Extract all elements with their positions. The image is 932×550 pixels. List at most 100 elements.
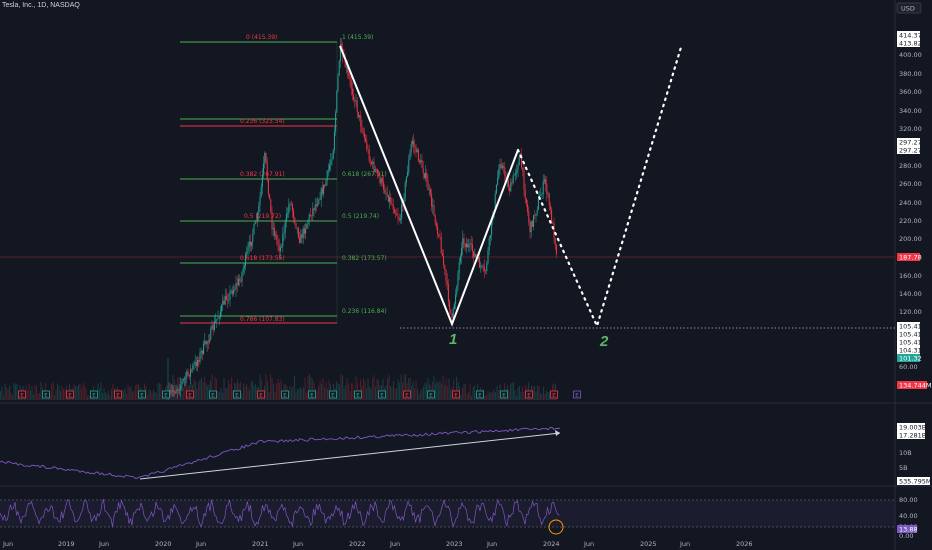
volume-bar — [148, 389, 150, 400]
earnings-marker-icon[interactable] — [403, 390, 411, 399]
earnings-marker-icon[interactable] — [233, 390, 241, 399]
candle-body — [392, 204, 394, 210]
candle-body — [306, 223, 308, 229]
earnings-marker-icon[interactable] — [550, 390, 558, 399]
candle-body — [523, 171, 525, 190]
volume-bar — [535, 391, 537, 400]
candle-body — [536, 209, 538, 214]
earnings-marker-icon[interactable] — [308, 390, 316, 399]
candle-body — [282, 234, 284, 247]
earnings-marker-icon[interactable] — [18, 390, 26, 399]
earnings-marker-icon[interactable] — [42, 390, 50, 399]
fib-retracement-left[interactable] — [180, 41, 337, 324]
volume-bar — [417, 388, 419, 400]
candle-body — [313, 208, 315, 211]
volume-bar — [343, 388, 345, 400]
candle-body — [419, 160, 421, 163]
price-badge-text: 105.41 — [899, 330, 922, 338]
candle-body — [258, 205, 260, 213]
rsi-badge — [897, 525, 917, 533]
candle-body — [336, 90, 338, 113]
candle-body — [451, 313, 453, 318]
rsi-highlight-circle[interactable] — [548, 519, 564, 535]
volume-bar — [453, 379, 455, 400]
candle-body — [187, 371, 189, 375]
earnings-marker-icon[interactable] — [378, 390, 386, 399]
obv-trendline[interactable] — [139, 432, 561, 480]
candle-body — [355, 100, 357, 102]
volume-bar — [57, 383, 59, 400]
volume-bar — [174, 379, 176, 400]
volume-bar — [273, 384, 275, 400]
candle-body — [385, 193, 387, 194]
candle-body — [194, 361, 196, 365]
candle-body — [447, 284, 449, 302]
earnings-marker-icon[interactable] — [476, 390, 484, 399]
candle-body — [211, 325, 213, 329]
candle-body — [353, 94, 355, 100]
earnings-marker-icon[interactable] — [525, 390, 533, 399]
earnings-marker-icon[interactable] — [162, 390, 170, 399]
candle-body — [456, 286, 458, 295]
candle-body — [180, 384, 182, 390]
candle-body — [323, 184, 325, 194]
earnings-marker-icon[interactable] — [500, 390, 508, 399]
candle-body — [183, 378, 185, 380]
volume-bar — [55, 390, 57, 400]
volume-bar — [82, 382, 84, 400]
volume-bar — [465, 384, 467, 400]
earnings-marker-icon[interactable] — [354, 390, 362, 399]
earnings-marker-icon[interactable] — [66, 390, 74, 399]
volume-bar — [393, 380, 395, 400]
candle-body — [431, 194, 433, 207]
time-axis[interactable]: Jun 2019 Jun 2020 Jun 2021 Jun 2022 Jun 2023 Jun 20… — [2, 540, 753, 548]
fib-label-05-right: 0.5 (219.74) — [342, 213, 379, 220]
candle-body — [318, 199, 320, 204]
wave-zigzag-line[interactable] — [339, 45, 519, 327]
volume-bar — [169, 384, 171, 400]
earnings-marker-icon[interactable] — [90, 390, 98, 399]
earnings-marker-icon[interactable] — [186, 390, 194, 399]
candle-body — [264, 152, 266, 164]
price-badge — [897, 354, 920, 362]
volume-bar — [540, 393, 542, 400]
earnings-marker-icon[interactable] — [573, 390, 581, 399]
volume-bar — [204, 376, 206, 400]
candle-body — [302, 228, 304, 239]
candle-body — [409, 151, 411, 160]
volume-bar — [438, 383, 440, 400]
candle-body — [301, 234, 303, 239]
earnings-marker-icon[interactable] — [452, 390, 460, 399]
volume-bar — [295, 391, 297, 400]
volume-bar — [519, 385, 521, 400]
candle-body — [362, 131, 364, 134]
candle-body — [237, 279, 239, 286]
volume-bar — [58, 386, 60, 400]
price-tick: 120.00 — [899, 308, 922, 316]
volume-bar — [150, 389, 152, 400]
volume-bar — [51, 384, 53, 400]
volume-bar — [231, 377, 233, 400]
volume-bar — [237, 379, 239, 400]
earnings-marker-icon[interactable] — [114, 390, 122, 399]
earnings-marker-label: E — [235, 393, 239, 399]
currency-button[interactable] — [896, 2, 922, 14]
candle-body — [511, 182, 513, 184]
candle-body — [199, 352, 201, 362]
candle-body — [533, 215, 535, 227]
volume-bar — [448, 378, 450, 400]
earnings-marker-icon[interactable] — [281, 390, 289, 399]
earnings-marker-icon[interactable] — [209, 390, 217, 399]
volume-bar — [541, 393, 543, 400]
earnings-marker-icon[interactable] — [427, 390, 435, 399]
earnings-marker-icon[interactable] — [329, 390, 337, 399]
wave-projection-dotted[interactable] — [516, 42, 684, 330]
volume-bar — [265, 374, 267, 400]
candle-body — [185, 378, 187, 379]
earnings-marker-icon[interactable] — [257, 390, 265, 399]
price-axis[interactable]: 400.00 380.00 360.00 340.00 320.00 280.00 260.… — [899, 51, 922, 371]
earnings-marker-icon[interactable] — [138, 390, 146, 399]
candle-body — [255, 220, 257, 222]
